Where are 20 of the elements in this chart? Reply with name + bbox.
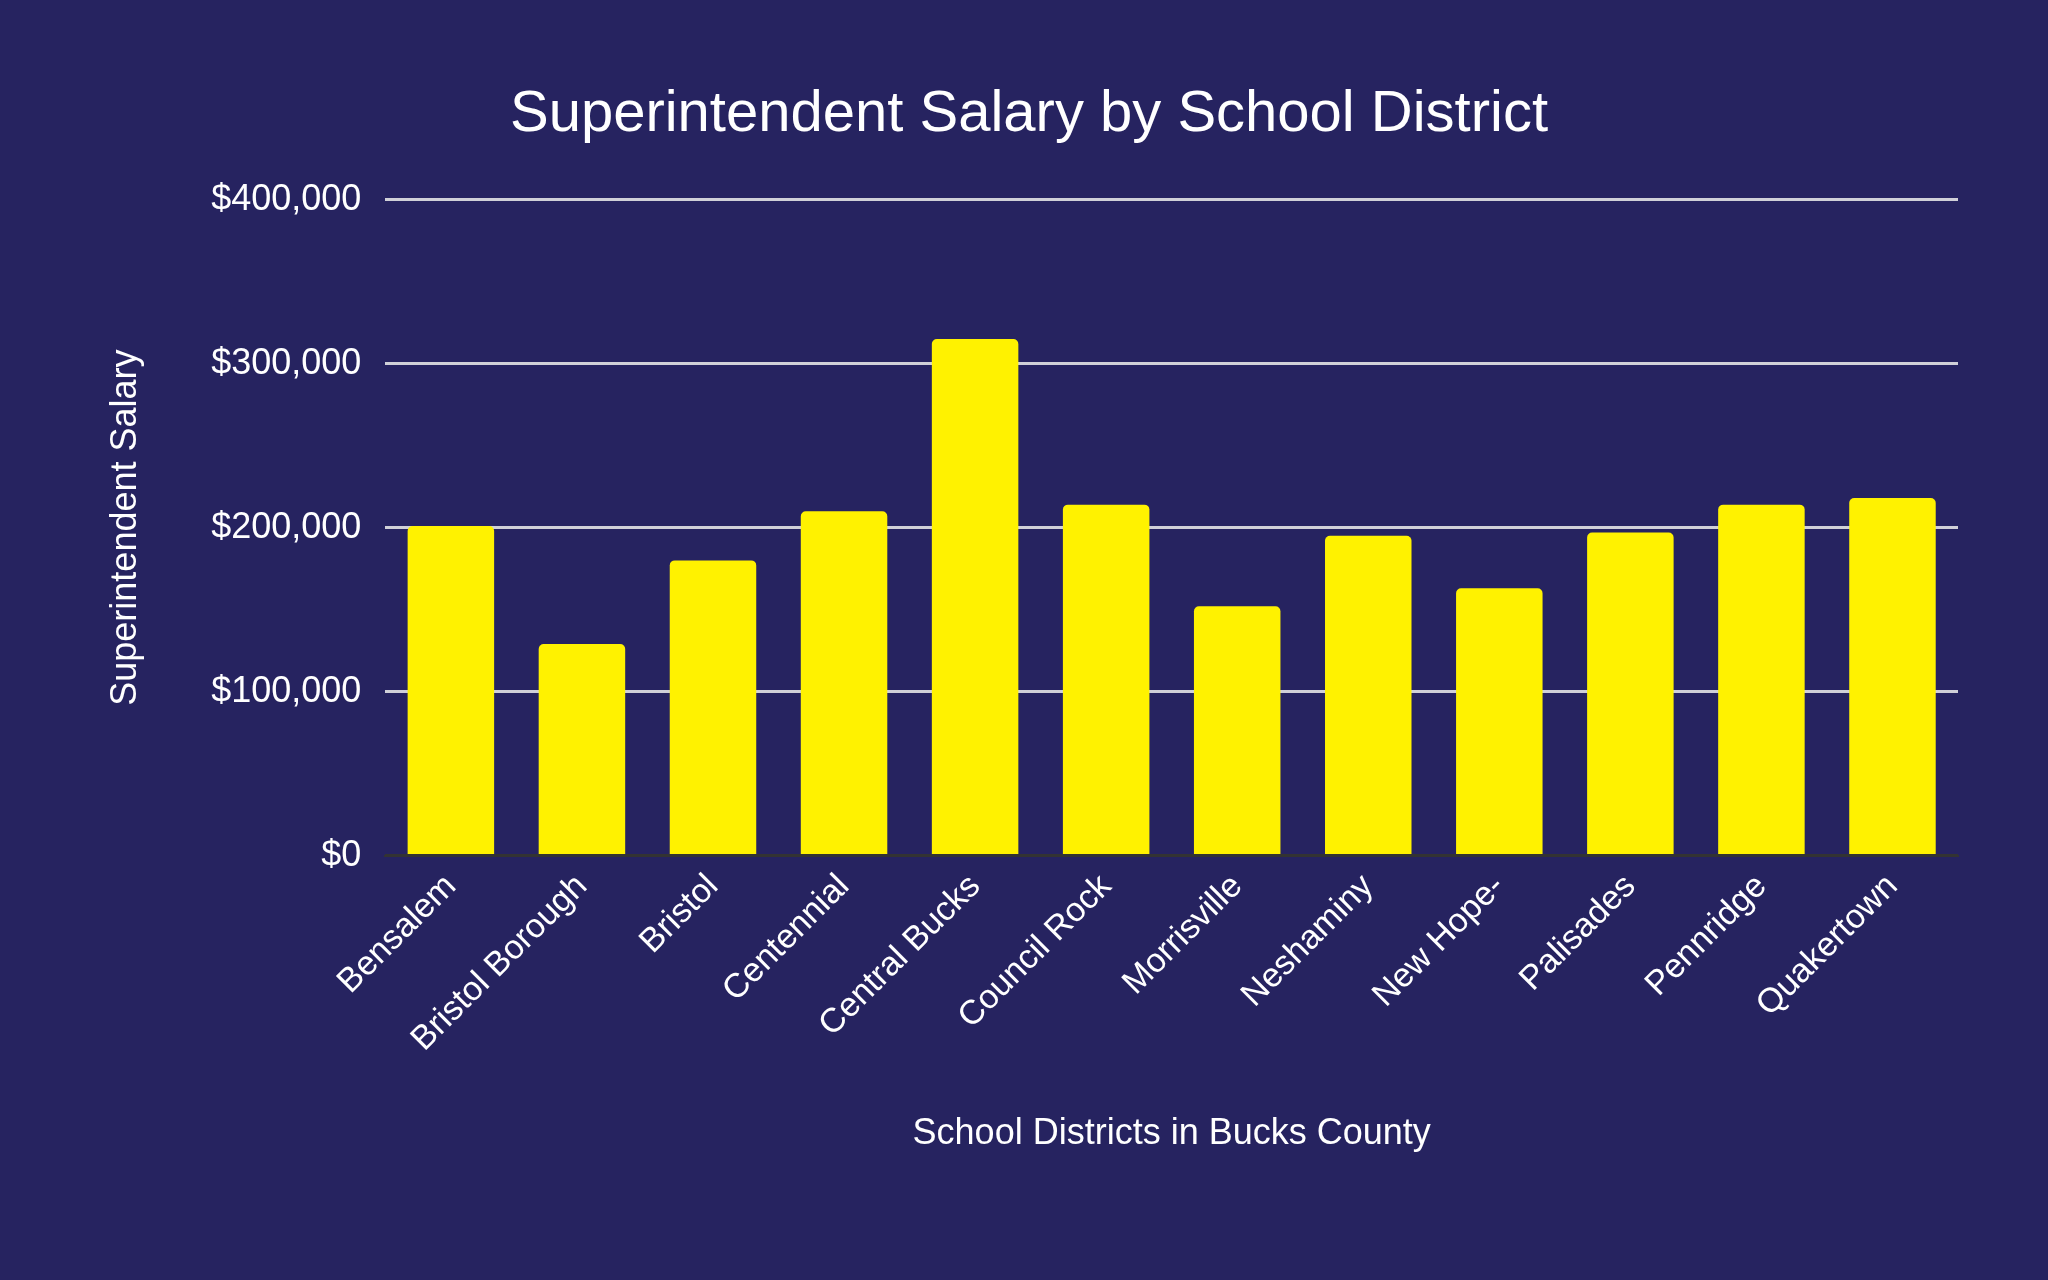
bar [931,339,1019,855]
bar [800,511,888,855]
bar [1587,532,1674,855]
y-tick-label: $200,000 [211,504,362,546]
bar [1325,535,1412,855]
bar [1718,504,1805,855]
y-axis-title: Superintendent Salary [102,349,144,706]
bar [1062,504,1150,855]
bar [1456,588,1543,855]
y-tick-label: $0 [321,832,362,874]
y-tick-label: $300,000 [211,340,362,382]
y-tick-label: $100,000 [211,668,362,710]
bar [1193,606,1281,855]
bar [538,644,626,855]
y-tick-label: $400,000 [211,176,362,218]
x-axis-title: School Districts in Bucks County [912,1111,1431,1153]
bar [407,525,495,855]
bar [669,560,757,855]
bar [1849,498,1936,855]
chart-title: Superintendent Salary by School District [509,77,1549,143]
